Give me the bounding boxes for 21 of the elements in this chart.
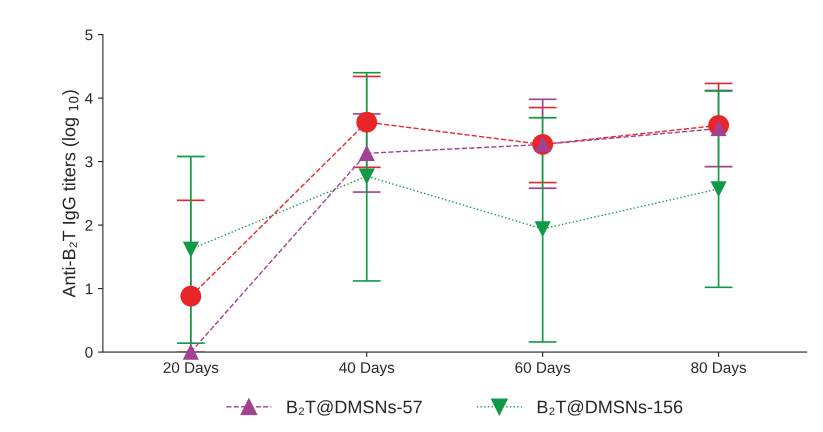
point [183,344,198,360]
y-axis-title: Anti-B₂T IgG titers (log $_{10}$) [62,90,79,298]
y-tick-label: 4 [85,93,93,104]
point [359,168,374,184]
x-tick-label: 40 Days [339,362,394,376]
x-tick-label: 60 Days [515,362,570,376]
point [535,221,550,237]
point [710,181,726,197]
point [180,286,202,307]
point [359,146,374,161]
y-tick-label: 2 [85,220,92,231]
y-tick-label: 3 [85,156,92,168]
y-tick-label: 0 [85,346,93,358]
legend-label: B₂T@DMSNs-57 [287,400,422,416]
x-tick-label: 80 Days [691,362,746,376]
y-tick-label: 5 [85,30,93,40]
point [183,242,198,257]
legend-label: B₂T@DMSNs-156 [538,400,682,416]
point [356,112,378,133]
y-tick-label: 1 [86,284,92,294]
x-tick-label: 20 Days [164,362,218,376]
